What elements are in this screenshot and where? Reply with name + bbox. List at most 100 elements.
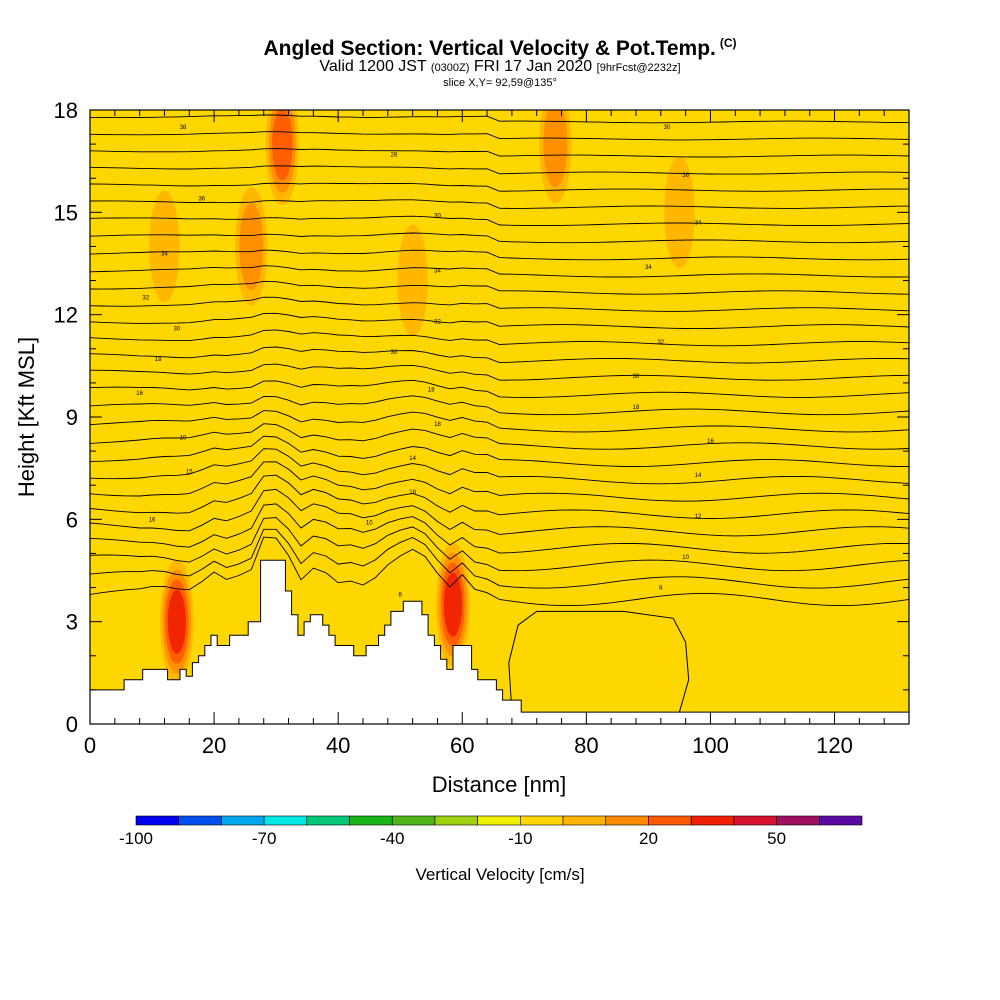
x-tick-label: 60 (450, 733, 474, 758)
velocity-cell (239, 203, 264, 290)
isentrope-line (90, 488, 909, 537)
colorbar-swatch (178, 815, 222, 826)
isentrope-line (90, 165, 909, 175)
valid-time-line: Valid 1200 JST (0300Z) FRI 17 Jan 2020 [… (0, 58, 1000, 77)
isentrope-label: 30 (664, 125, 671, 131)
colorbar-swatch (818, 815, 863, 826)
isentrope-line (90, 461, 909, 502)
isentrope-line (90, 517, 909, 572)
isentrope-line (90, 474, 909, 519)
chart-title: Angled Section: Vertical Velocity & Pot.… (263, 36, 737, 60)
isentrope-label: 8 (659, 586, 663, 592)
isentrope-label: 15 (186, 470, 193, 476)
x-tick-label: 40 (326, 733, 350, 758)
velocity-cell (272, 110, 293, 181)
colorbar-swatch (605, 815, 649, 826)
isentrope-line (90, 435, 909, 467)
isentrope-line (90, 296, 909, 312)
colorbar-tick-label: 50 (767, 829, 786, 848)
isentrope-line (90, 114, 909, 124)
isentrope-line (90, 232, 909, 244)
colorbar-tick-label: -70 (252, 829, 277, 848)
colorbar-label: Vertical Velocity [cm/s] (415, 865, 584, 884)
isentrope-line (90, 199, 909, 209)
x-axis-label: Distance [nm] (432, 772, 567, 797)
isentrope-line (90, 131, 909, 141)
isentrope-label: 10 (180, 435, 187, 441)
y-axis-label: Height [Kft MSL] (14, 337, 39, 497)
isentrope-line (90, 503, 909, 554)
isentrope-label: 34 (434, 268, 441, 274)
velocity-cell (260, 361, 292, 473)
x-tick-label: 100 (692, 733, 729, 758)
x-tick-label: 20 (202, 733, 226, 758)
isentrope-line (90, 410, 909, 433)
colorbar-swatch (391, 815, 436, 826)
colorbar: -100 -70 -40 -10 20 50 (119, 815, 863, 848)
colorbar-swatch (690, 815, 735, 826)
isentrope-label: 18 (434, 422, 441, 428)
colorbar-swatch (520, 815, 564, 826)
velocity-cell (397, 224, 428, 337)
forecast-tag: [9hrFcst@2232z] (596, 62, 681, 74)
y-tick-label: 6 (66, 507, 78, 532)
isentrope-line (90, 536, 909, 607)
isentrope-lines (90, 114, 909, 607)
isentrope-label: 34 (645, 265, 652, 271)
isentrope-line (90, 423, 909, 450)
colorbar-swatch (477, 815, 521, 826)
isentrope-label: 36 (198, 197, 205, 203)
y-tick-label: 0 (66, 712, 78, 737)
colorbar-swatch (135, 815, 180, 826)
isentrope-line (90, 280, 909, 295)
isentrope-label: 34 (161, 251, 168, 257)
colorbar-swatch (306, 815, 350, 826)
colorbar-tick-label: -40 (380, 829, 405, 848)
y-tick-label: 15 (54, 200, 78, 225)
isentrope-label: 28 (391, 152, 398, 158)
colorbar-swatch (562, 815, 607, 826)
x-tick-label: 80 (574, 733, 598, 758)
isentrope-line (90, 329, 909, 347)
colorbar-swatch (434, 815, 478, 826)
isentrope-label: 32 (142, 296, 149, 302)
colorbar-swatch (776, 815, 820, 826)
isentrope-label: 36 (682, 173, 689, 179)
valid-prefix: Valid 1200 JST (319, 58, 427, 75)
isentrope-line (90, 528, 909, 589)
slice-info: slice X,Y= 92,59@135° (443, 77, 557, 89)
low-velocity-contour (508, 610, 690, 713)
velocity-cell (543, 110, 568, 188)
isentrope-line (90, 346, 909, 364)
terrain-mask (89, 559, 910, 725)
isentrope-line (90, 148, 909, 158)
isentrope-line (90, 249, 909, 261)
colorbar-tick-label: 20 (639, 829, 658, 848)
y-tick-label: 9 (66, 405, 78, 430)
isentrope-label: 10 (682, 555, 689, 561)
isentrope-labels: 38 36 34 32 30 18 16 10 15 16 28 30 34 32 30 18 18 14 18 10… (136, 125, 714, 598)
isentrope-label: 30 (174, 326, 181, 332)
y-tick-label: 18 (54, 98, 78, 123)
isentrope-label: 16 (136, 391, 143, 397)
isentrope-label: 14 (409, 456, 416, 462)
isentrope-label: 18 (155, 357, 162, 363)
valid-date: FRI 17 Jan 2020 (473, 58, 593, 75)
isentrope-line (90, 448, 909, 485)
isentrope-label: 12 (695, 514, 702, 520)
isentrope-line (90, 182, 909, 192)
velocity-cell (149, 190, 180, 303)
isentrope-line (90, 215, 909, 226)
title-unit-tag: (C) (719, 36, 737, 50)
isentrope-label: 30 (633, 374, 640, 380)
velocity-cell (443, 572, 463, 637)
isentrope-label: 32 (434, 319, 441, 325)
isentrope-label: 18 (428, 388, 435, 394)
colorbar-tick-label: -100 (119, 829, 153, 848)
colorbar-swatch (648, 815, 692, 826)
isentrope-line (90, 312, 909, 330)
isentrope-label: 8 (399, 592, 403, 598)
x-tick-label: 120 (816, 733, 853, 758)
colorbar-swatch (733, 815, 777, 826)
